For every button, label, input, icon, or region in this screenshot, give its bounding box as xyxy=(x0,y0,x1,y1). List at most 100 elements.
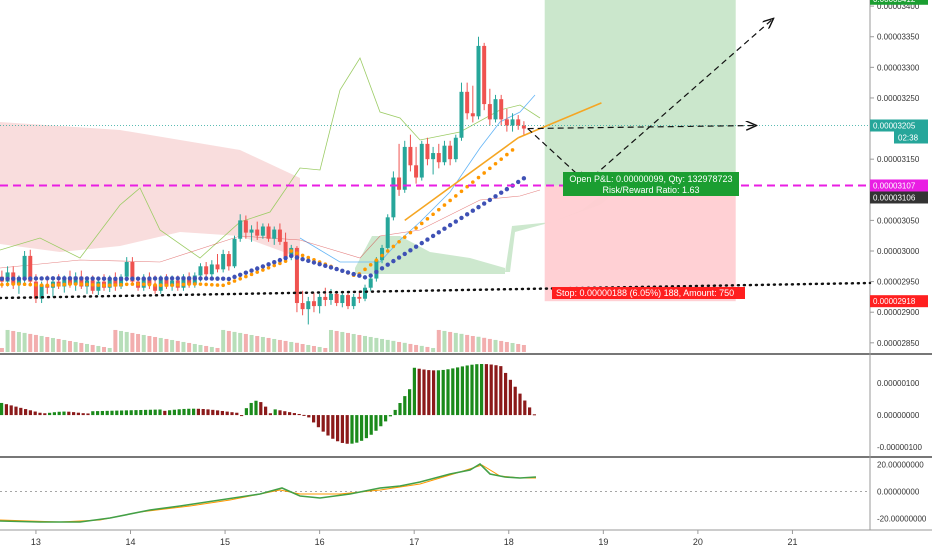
candle-body xyxy=(119,276,124,287)
oscillator-panel: 20.00000000 0.00000000 -20.00000000 xyxy=(0,461,927,524)
ma-slow-dot xyxy=(289,253,294,259)
ma-slow-dot xyxy=(33,276,39,281)
ma-fast-dot xyxy=(442,203,447,207)
candle-body xyxy=(147,278,152,285)
ma-fast-dot xyxy=(408,230,413,235)
ma-fast-dot xyxy=(193,282,197,286)
time-tick-label: 19 xyxy=(598,537,608,547)
ma-slow-dot xyxy=(374,269,379,275)
ma-slow-dot xyxy=(215,276,220,281)
macd-bar xyxy=(182,408,186,416)
ma-slow-dot xyxy=(124,276,129,281)
volume-bar xyxy=(487,338,492,352)
macd-bar xyxy=(384,415,388,422)
ma-fast-dot xyxy=(419,221,424,226)
volume-bar xyxy=(181,341,186,352)
arrow-up-projection xyxy=(585,18,773,183)
volume-bar xyxy=(50,337,55,352)
volume-bars xyxy=(0,329,526,352)
macd-bar xyxy=(192,408,196,416)
macd-bar xyxy=(76,412,80,416)
macd-bar xyxy=(360,415,364,441)
ma-slow-dot xyxy=(425,237,430,242)
ma-fast-dot xyxy=(436,207,441,212)
candle-body xyxy=(323,296,328,300)
macd-bar xyxy=(417,368,421,416)
moving-average-dots xyxy=(0,148,527,288)
time-tick-label: 15 xyxy=(220,537,230,547)
macd-bar xyxy=(364,415,368,439)
price-tick-label: 0.00003350 xyxy=(877,33,920,42)
volume-bar xyxy=(255,335,260,352)
ma-slow-dot xyxy=(493,194,498,199)
candle-body xyxy=(402,146,407,190)
volume-bar xyxy=(340,331,345,352)
ma-slow-dot xyxy=(436,230,441,235)
candle-body xyxy=(204,266,209,275)
volume-bar xyxy=(374,337,379,352)
macd-bar xyxy=(508,379,512,416)
ma-slow-dot xyxy=(368,273,373,278)
projection-arrows xyxy=(527,18,774,183)
entry-price-label-bg xyxy=(870,179,928,192)
price-tick-label: 0.00002850 xyxy=(877,339,920,348)
macd-bar xyxy=(9,405,13,416)
ma-slow-dot xyxy=(5,276,10,281)
candle-body xyxy=(476,45,481,117)
candle-body xyxy=(374,260,379,279)
macd-bar xyxy=(456,367,460,416)
ma-slow-dot xyxy=(481,201,487,206)
ma-fast-dot xyxy=(255,270,260,274)
entry2-price-label-bg xyxy=(870,191,928,204)
ma-fast-dot xyxy=(204,282,208,287)
volume-bar xyxy=(96,345,101,352)
volume-bar xyxy=(85,343,89,352)
ma-fast-dot xyxy=(459,189,464,194)
macd-bar xyxy=(302,414,306,416)
macd-bar xyxy=(124,410,128,416)
candle-body xyxy=(448,145,453,160)
ma-slow-dot xyxy=(113,276,118,281)
macd-bar xyxy=(388,415,392,417)
ma-slow-dot xyxy=(260,264,266,269)
candle-body xyxy=(22,255,27,279)
candle-body xyxy=(266,226,271,239)
macd-bar xyxy=(513,386,517,416)
ma-fast-dot xyxy=(170,283,174,287)
macd-bar xyxy=(297,413,301,416)
candle-body xyxy=(419,143,424,178)
candle-body xyxy=(306,301,311,310)
ma-slow-dot xyxy=(135,276,141,281)
ma-slow-dot xyxy=(453,219,459,224)
ma-fast-dot xyxy=(45,283,50,288)
ma-fast-dot xyxy=(488,166,492,171)
volume-bar xyxy=(79,342,84,352)
macd-bar xyxy=(523,400,527,416)
macd-bar xyxy=(432,370,436,416)
volume-bar xyxy=(277,339,282,352)
last-price-label: 0.00003205 xyxy=(873,121,916,130)
macd-bar xyxy=(43,413,47,416)
volume-bar xyxy=(397,341,402,352)
candle-body xyxy=(255,229,260,236)
ma-fast-dot xyxy=(56,283,61,287)
ma-fast-dot xyxy=(471,180,475,184)
ma-slow-dot xyxy=(0,276,5,281)
position-labels: Open P&L: 0.00000099, Qty: 132978723 Ris… xyxy=(552,172,745,299)
base-line xyxy=(0,189,541,269)
ma-slow-dot xyxy=(158,276,163,281)
arrow-flat-projection xyxy=(527,125,757,128)
macd-bar xyxy=(460,366,464,416)
ma-fast-dot xyxy=(510,148,515,152)
ma-fast-dot xyxy=(266,265,271,270)
candle-body xyxy=(487,104,492,120)
volume-bar xyxy=(459,333,464,352)
volume-bar xyxy=(136,333,141,352)
macd-bar xyxy=(446,369,450,416)
volume-bar xyxy=(215,347,220,352)
stop-price-label-bg xyxy=(870,295,928,308)
macd-bar xyxy=(292,413,296,416)
volume-bar xyxy=(90,344,95,352)
